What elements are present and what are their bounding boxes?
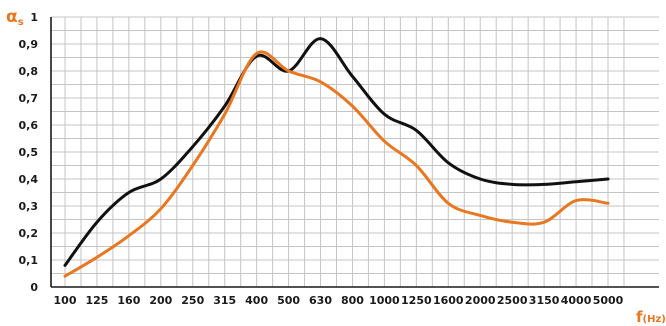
y-tick-label: 0,6 bbox=[19, 119, 39, 132]
y-tick-label: 0,7 bbox=[19, 92, 39, 105]
y-tick-label: 0,8 bbox=[19, 65, 39, 78]
x-tick-label: 250 bbox=[181, 294, 204, 307]
x-tick-label: 400 bbox=[245, 294, 268, 307]
y-tick-label: 0 bbox=[30, 281, 38, 294]
axes bbox=[50, 17, 659, 288]
grid bbox=[51, 16, 659, 287]
y-tick-label: 1 bbox=[30, 11, 38, 24]
x-tick-label: 1000 bbox=[369, 294, 400, 307]
series-line-2 bbox=[63, 50, 610, 278]
x-tick-label: 2000 bbox=[465, 294, 496, 307]
x-tick-label: 100 bbox=[54, 294, 77, 307]
y-tick-label: 0,9 bbox=[19, 38, 39, 51]
x-tick-label: 160 bbox=[117, 294, 140, 307]
y-tick-label: 0,3 bbox=[19, 200, 39, 213]
x-tick-label: 1250 bbox=[401, 294, 432, 307]
y-tick-label: 0,4 bbox=[19, 173, 39, 186]
x-tick-label: 500 bbox=[277, 294, 300, 307]
y-axis-label: αs bbox=[6, 7, 24, 28]
tick-labels: 0 0,1 0,2 0,3 0,4 0,5 0,6 0,7 0,8 0,9 1 100 125 160 20… bbox=[19, 11, 624, 307]
x-tick-label: 800 bbox=[341, 294, 364, 307]
x-tick-label: 3150 bbox=[529, 294, 560, 307]
series-line-1 bbox=[63, 37, 610, 267]
x-tick-label: 315 bbox=[213, 294, 236, 307]
x-tick-label: 5000 bbox=[593, 294, 624, 307]
x-tick-label: 4000 bbox=[561, 294, 592, 307]
x-tick-label: 2500 bbox=[497, 294, 528, 307]
y-tick-label: 0,5 bbox=[19, 146, 39, 159]
x-tick-label: 630 bbox=[309, 294, 332, 307]
y-tick-label: 0,1 bbox=[19, 254, 39, 267]
x-axis-label: f(Hz) bbox=[636, 308, 666, 326]
x-tick-label: 200 bbox=[149, 294, 172, 307]
y-tick-label: 0,2 bbox=[19, 227, 39, 240]
x-tick-label: 1600 bbox=[433, 294, 464, 307]
series-lines bbox=[63, 37, 610, 278]
x-tick-label: 125 bbox=[85, 294, 108, 307]
